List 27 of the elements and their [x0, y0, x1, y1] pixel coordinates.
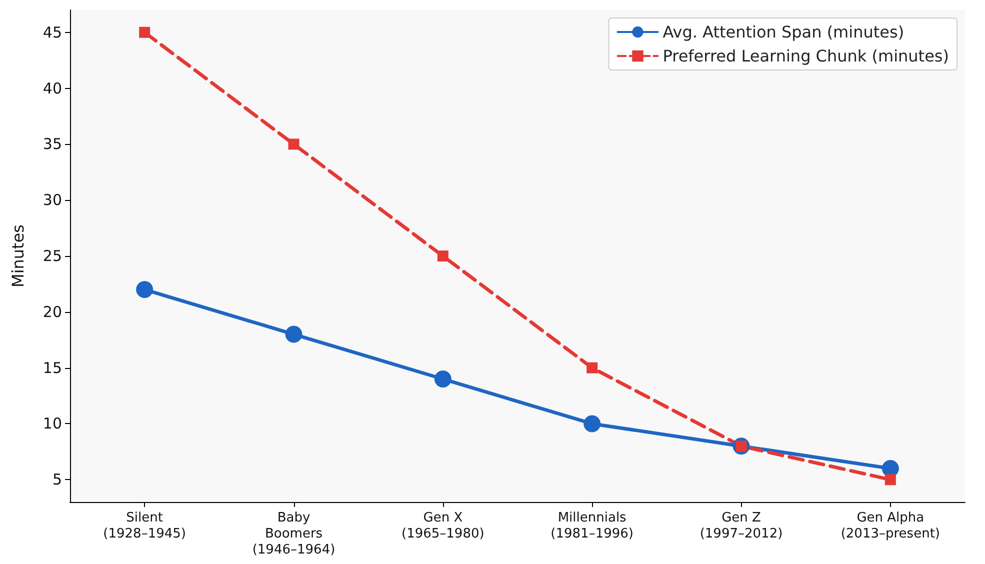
y-tick-label: 5: [52, 470, 62, 489]
y-tick-label: 20: [42, 302, 62, 321]
x-tick-label: Gen X (1965–1980): [402, 510, 484, 542]
y-tick-label: 25: [42, 247, 62, 265]
x-tick-label: Gen Z (1997–2012): [700, 510, 783, 542]
point: [586, 362, 598, 374]
x-tick-label: Millennials (1981–1996): [550, 510, 634, 542]
y-tick-label: 35: [42, 135, 62, 154]
y-tick-label: 10: [42, 414, 62, 433]
point: [437, 250, 448, 262]
point: [884, 474, 896, 486]
point: [434, 370, 452, 388]
point: [288, 138, 300, 150]
y-tick-label: 40: [42, 79, 62, 98]
x-tick-label: Silent (1928–1945): [103, 510, 186, 542]
x-tick-label: Gen Alpha (2013–present): [840, 510, 940, 542]
x-tick-label: Baby Boomers (1946–1964): [252, 510, 336, 558]
y-axis-title: Minutes: [8, 224, 28, 288]
y-tick-label: 15: [42, 358, 62, 377]
y-tick-label: 45: [42, 23, 62, 42]
point: [584, 415, 601, 432]
point: [136, 281, 154, 298]
point: [285, 326, 302, 343]
point: [139, 26, 150, 38]
legend-label: Preferred Learning Chunk (minutes): [662, 46, 949, 66]
y-tick-label: 30: [42, 191, 62, 210]
legend-label: Avg. Attention Span (minutes): [662, 22, 904, 42]
